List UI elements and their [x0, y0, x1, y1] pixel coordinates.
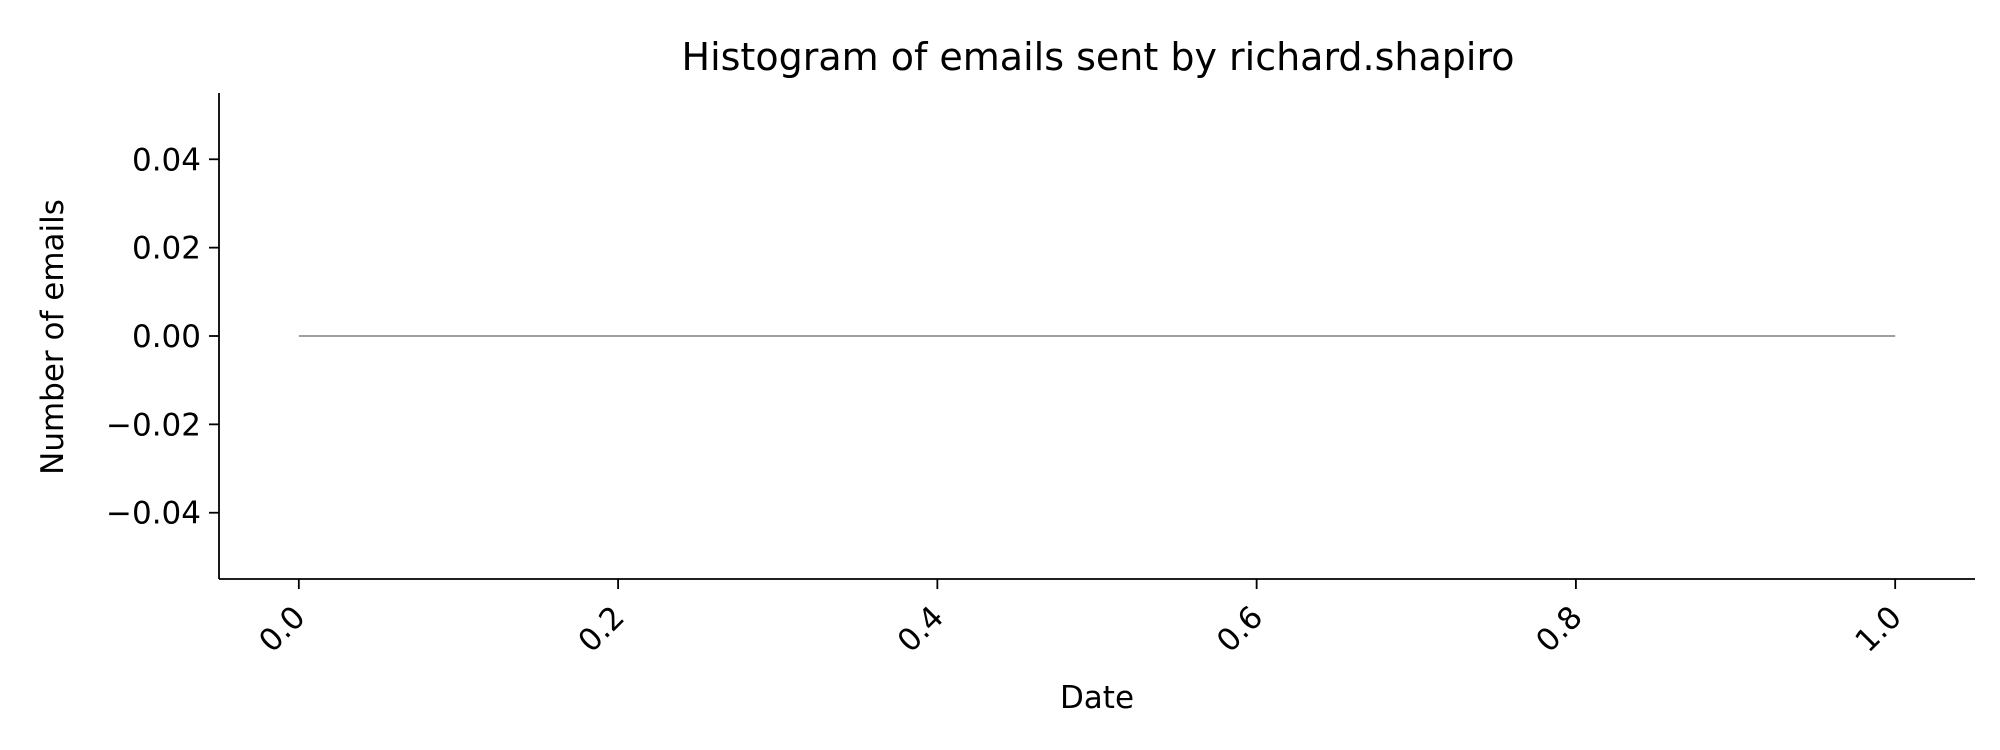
- x-tick-label: 0.2: [571, 599, 631, 659]
- y-tick-label: −0.04: [106, 496, 201, 532]
- y-tick-label: 0.00: [132, 319, 201, 355]
- chart-title: Histogram of emails sent by richard.shap…: [682, 35, 1515, 79]
- x-tick-label: 0.0: [252, 599, 312, 659]
- x-tick-label: 0.8: [1529, 599, 1589, 659]
- x-axis-ticks: 0.0 0.2 0.4 0.6 0.8 1.0: [252, 579, 1909, 660]
- y-tick-label: 0.02: [132, 231, 201, 267]
- x-tick-label: 0.6: [1210, 599, 1270, 659]
- y-axis-title: Number of emails: [35, 199, 71, 475]
- x-tick-label: 0.4: [891, 599, 951, 659]
- y-tick-label: 0.04: [132, 142, 201, 178]
- y-tick-label: −0.02: [106, 407, 201, 443]
- x-axis-title: Date: [1060, 680, 1134, 716]
- y-axis-ticks: 0.04 0.02 0.00 −0.02 −0.04: [106, 142, 219, 532]
- x-tick-label: 1.0: [1849, 599, 1909, 659]
